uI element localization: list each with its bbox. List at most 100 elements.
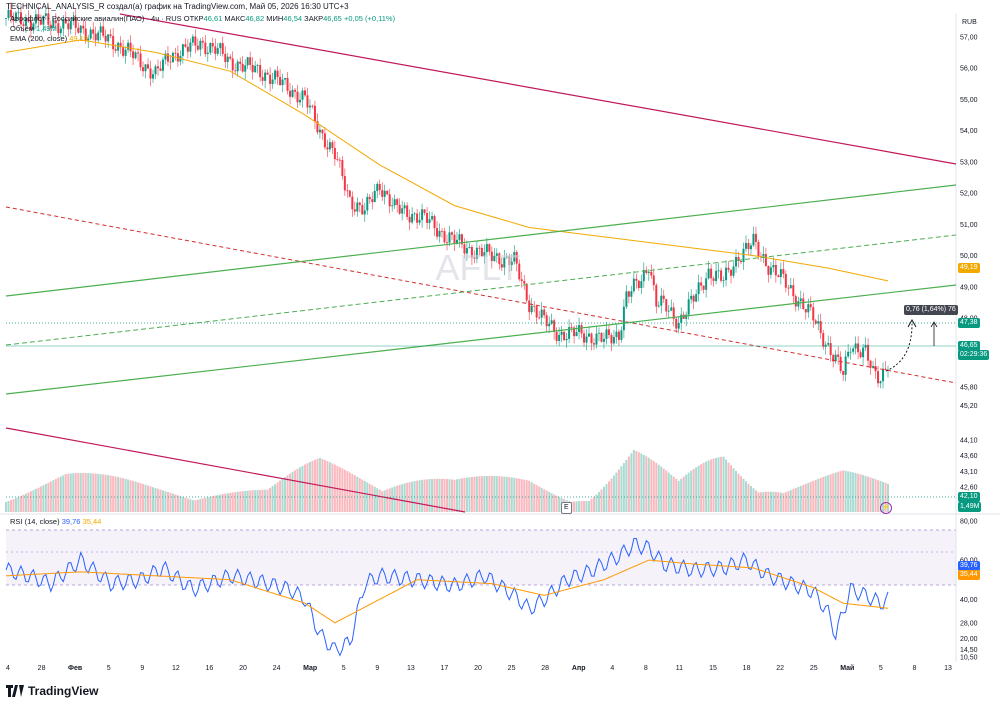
candle-body	[617, 331, 620, 340]
candle-body	[401, 208, 404, 214]
volume-legend[interactable]: Объём 1,49M	[10, 24, 57, 34]
volume-bar	[184, 497, 187, 512]
volume-bar	[388, 488, 391, 512]
time-tick-label: 12	[172, 665, 180, 672]
candle-body	[386, 190, 389, 195]
volume-bar	[171, 493, 174, 512]
candle-body	[510, 261, 513, 265]
price-tick-label: 54,00	[960, 128, 978, 135]
ema-legend[interactable]: EMA (200, close) 49,19	[10, 34, 88, 44]
volume-bar	[767, 491, 770, 512]
candle-body	[518, 263, 521, 280]
volume-bar	[680, 478, 683, 512]
candle-body	[829, 343, 832, 356]
candle-body	[690, 295, 693, 300]
candle-body	[5, 18, 7, 19]
candle-body	[772, 264, 775, 268]
earnings-event-marker[interactable]: E	[561, 502, 572, 514]
candle-body	[882, 368, 885, 382]
candle-body	[199, 40, 202, 50]
candle-body	[657, 305, 660, 307]
candle-body	[393, 199, 396, 206]
candle-body	[869, 360, 872, 368]
channel-top-line[interactable]	[5, 184, 957, 297]
volume-bar	[14, 498, 17, 512]
last-price-badge: 46,65	[958, 341, 980, 351]
volume-bar	[5, 501, 7, 512]
rsi-label: RSI (14, close)	[10, 517, 60, 526]
volume-bar	[627, 456, 630, 512]
volume-bar	[176, 495, 179, 512]
volume-bar	[777, 492, 780, 512]
volume-bar	[523, 479, 526, 512]
time-axis[interactable]: 4 28 Фев 5 9 12 16 20 24 Мар 5 9 13 17 20 25 28 Апр 4 8 11 15…	[6, 664, 952, 672]
volume-bar	[27, 492, 30, 512]
candle-body	[174, 52, 177, 54]
time-tick-label: 4	[6, 665, 10, 672]
open-label: ОТКР	[183, 14, 204, 23]
volume-bar	[829, 474, 832, 512]
upper-trendline[interactable]	[119, 13, 957, 165]
channel-bottom-line[interactable]	[5, 284, 957, 395]
candle-body	[251, 64, 254, 73]
measure-label[interactable]: 0,76 (1,64%) 76	[904, 305, 958, 315]
lower-trendline[interactable]	[5, 427, 466, 513]
volume-bar	[455, 479, 458, 512]
open-value: 46,61	[203, 14, 223, 23]
measure-arrowhead	[930, 321, 938, 328]
candle-body	[426, 212, 429, 223]
channel-mid-line[interactable]	[5, 234, 957, 346]
candle-body	[493, 255, 496, 261]
volume-bar	[834, 472, 837, 512]
volume-bar	[221, 494, 224, 512]
candle-body	[259, 65, 262, 78]
change-value: +0,05 (+0,11%)	[343, 14, 396, 23]
candle-body	[565, 338, 568, 341]
candle-body	[12, 16, 15, 22]
volume-bar	[590, 498, 593, 512]
volume-bar	[475, 476, 478, 512]
candle-body	[331, 142, 334, 148]
rsi-legend[interactable]: RSI (14, close) 39,76 35,44	[10, 517, 101, 527]
rsi-tick-label: 14,50	[960, 647, 978, 654]
volume-bar	[12, 499, 15, 512]
volume-bar	[665, 470, 668, 512]
volume-bar	[378, 489, 381, 512]
candle-body	[844, 356, 847, 375]
candle-body	[17, 12, 20, 14]
symbol-legend[interactable]: Аэрофлот - Российские авиалин(ПАО) · 4ч …	[10, 14, 395, 24]
time-tick-label: 5	[879, 665, 883, 672]
candle-body	[59, 28, 62, 34]
time-tick-label: 5	[107, 665, 111, 672]
candle-body	[446, 242, 448, 244]
candle-body	[234, 70, 237, 72]
candle-body	[398, 204, 401, 214]
volume-bar	[97, 473, 100, 512]
candle-body	[610, 335, 613, 344]
candle-body	[615, 331, 618, 337]
lightning-icon[interactable]: ⚡	[880, 502, 892, 514]
volume-bar	[597, 492, 600, 512]
candle-body	[112, 35, 115, 50]
volume-bar	[107, 475, 110, 512]
volume-bar	[792, 489, 795, 512]
dashed-red-trendline[interactable]	[5, 206, 957, 384]
volume-bar	[857, 473, 860, 512]
time-tick-label: 24	[273, 665, 281, 672]
tradingview-logo[interactable]: TradingView	[6, 684, 98, 698]
candle-body	[667, 310, 670, 312]
time-tick-label: 17	[441, 665, 449, 672]
candle-body	[144, 64, 147, 72]
volume-bar	[518, 478, 521, 512]
candle-body	[19, 12, 22, 25]
candle-body	[29, 21, 32, 31]
volume-bar	[493, 476, 496, 512]
forecast-arrow[interactable]	[885, 323, 913, 372]
candle-body	[847, 351, 850, 357]
candle-body	[625, 291, 628, 307]
volume-bar	[804, 483, 807, 512]
volume-bar	[226, 493, 229, 512]
volume-bar	[99, 474, 102, 512]
